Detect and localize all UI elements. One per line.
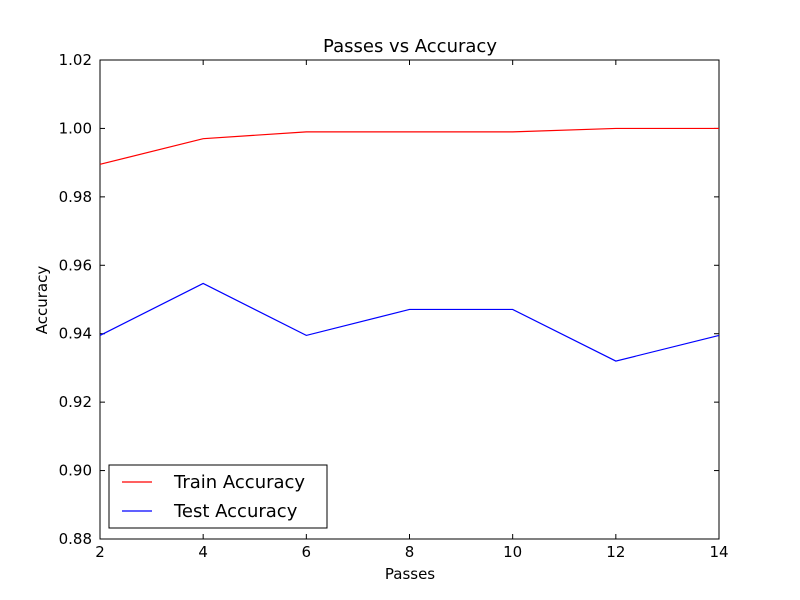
x-tick-label: 10	[503, 543, 522, 561]
x-tick-label: 6	[302, 543, 312, 561]
legend-label: Test Accuracy	[173, 501, 298, 522]
x-tick-label: 14	[709, 543, 728, 561]
x-tick-label: 2	[95, 543, 105, 561]
series-line-train-accuracy	[99, 127, 719, 165]
plot-area	[99, 59, 720, 540]
y-tick-label: 0.92	[59, 393, 92, 411]
x-axis-label: Passes	[385, 565, 435, 583]
legend-box	[108, 464, 328, 529]
x-tick-label: 4	[198, 543, 208, 561]
series-layer	[99, 127, 720, 362]
y-tick-label: 1.00	[59, 119, 92, 137]
y-tick-label: 0.90	[59, 462, 92, 480]
x-axis: 2 4 6 8 10 12 14	[95, 60, 729, 561]
y-tick-label: 1.02	[59, 51, 92, 69]
legend: Train Accuracy Test Accuracy	[108, 464, 328, 529]
y-tick-label: 0.94	[59, 325, 92, 343]
chart-title: Passes vs Accuracy	[323, 36, 497, 57]
y-tick-label: 0.88	[59, 530, 92, 548]
legend-label: Train Accuracy	[173, 472, 305, 493]
x-tick-label: 12	[606, 543, 625, 561]
y-tick-label: 0.96	[59, 256, 92, 274]
y-tick-label: 0.98	[59, 188, 92, 206]
series-line-test-accuracy	[99, 282, 720, 362]
x-tick-label: 8	[405, 543, 415, 561]
y-axis-label: Accuracy	[33, 266, 51, 335]
plot-frame	[99, 59, 720, 540]
y-axis: 0.88 0.90 0.92 0.94 0.96 0.98 1.00 1.02	[59, 51, 719, 548]
